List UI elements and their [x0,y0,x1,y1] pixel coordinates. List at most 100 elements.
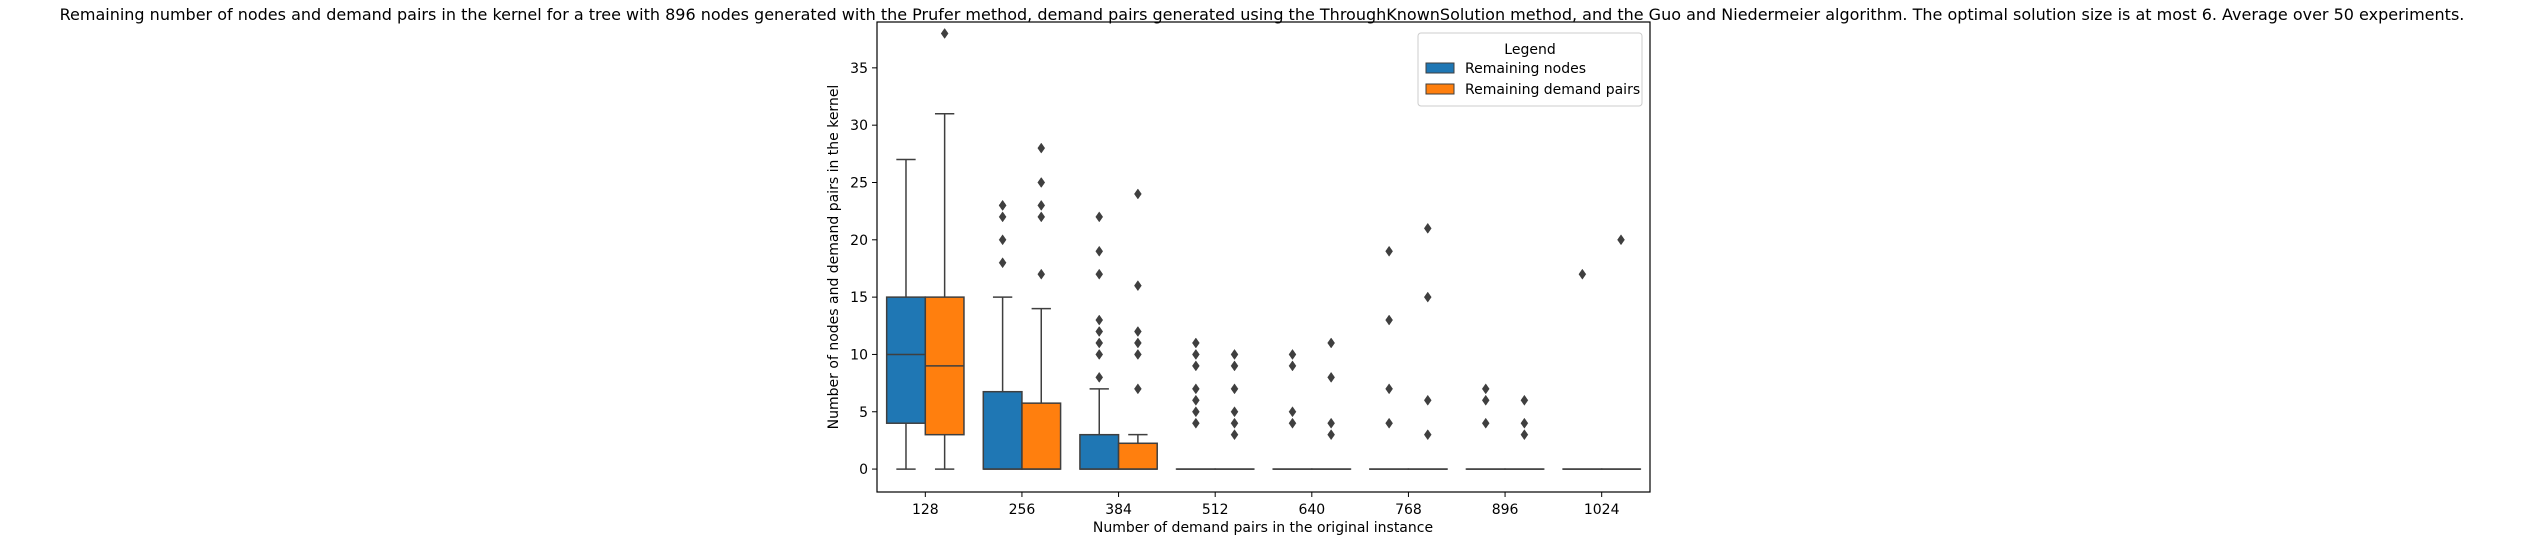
outlier-point [1037,268,1046,280]
outlier-point [1192,360,1200,372]
outlier-point [1520,394,1529,406]
outlier-point [1385,314,1393,326]
x-tick-label: 128 [912,502,939,518]
outlier-point [1192,349,1200,360]
outlier-point [1288,360,1297,372]
outlier-point [1423,291,1432,303]
outlier-point [1230,406,1239,418]
outlier-point [1230,349,1239,360]
box-group [1465,383,1506,470]
outlier-point [1481,394,1490,406]
outlier-point [1134,349,1142,360]
outlier-point [1230,429,1239,441]
outlier-point [1095,211,1104,223]
y-tick-label: 10 [850,347,868,363]
outlier-point [1327,371,1335,383]
outlier-point [1095,314,1104,326]
outlier-point [1423,394,1432,406]
x-tick-label: 512 [1202,502,1229,518]
x-tick-label: 896 [1492,502,1519,518]
outlier-point [1192,406,1200,418]
legend-label-nodes: Remaining nodes [1465,61,1586,77]
box [1079,433,1120,470]
outlier-point [1037,211,1046,223]
box-group [885,158,927,470]
box-group [1214,349,1255,470]
y-tick-label: 0 [859,462,868,478]
y-tick-label: 5 [859,405,868,421]
y-tick-label: 35 [850,61,868,77]
y-tick-label: 20 [850,233,868,249]
outlier-point [1288,417,1297,429]
outlier-point [1192,337,1200,349]
outlier-point [1095,245,1104,257]
outlier-point [1192,417,1200,429]
legend-label-demand-pairs: Remaining demand pairs [1465,82,1640,98]
y-tick-label: 30 [850,118,868,134]
outlier-point [1327,337,1335,349]
chart-title: Remaining number of nodes and demand pai… [60,5,2465,24]
box [885,296,927,424]
outlier-point [1385,245,1393,257]
legend: Legend Remaining nodes Remaining demand … [1417,32,1643,107]
outlier-point [998,257,1007,269]
outlier-point [1095,349,1104,360]
outlier-point [1481,383,1490,395]
outlier-point [998,199,1007,211]
outlier-point [1288,406,1297,418]
x-tick-label: 256 [1009,502,1036,518]
y-axis-label: Number of nodes and demand pairs in the … [826,85,842,430]
outlier-point [1037,199,1046,211]
outlier-point [1520,417,1529,429]
outlier-point [1423,429,1432,441]
outlier-point [1617,234,1625,246]
outlier-point [1520,429,1529,441]
x-tick-label: 640 [1298,502,1325,518]
legend-swatch-nodes [1425,62,1455,74]
box [1117,442,1158,470]
outlier-point [1095,337,1104,349]
box [1021,402,1062,470]
outlier-point [998,234,1007,246]
x-tick-label: 384 [1105,502,1132,518]
box-group [1117,188,1158,470]
legend-swatch-demand-pairs [1425,83,1455,95]
outlier-point [998,211,1007,223]
x-axis-label: Number of demand pairs in the original i… [1093,520,1433,536]
box-group [1021,142,1062,470]
outlier-point [940,28,949,39]
y-axis: 0 5 10 15 20 25 30 35 [850,61,877,478]
outlier-point [1481,417,1490,429]
y-tick-label: 25 [850,175,868,191]
outlier-point [1095,326,1104,337]
outlier-point [1327,417,1335,429]
box-plot-marks [885,28,1642,470]
outlier-point [1134,280,1142,292]
x-axis: 128 256 384 512 640 768 896 1024 [912,492,1620,518]
outlier-point [1134,326,1142,337]
outlier-point [1230,417,1239,429]
outlier-point [1385,417,1393,429]
outlier-point [1037,142,1046,154]
x-tick-label: 768 [1395,502,1422,518]
legend-frame [1417,32,1643,107]
plot-area [876,21,1651,493]
box-group [1407,222,1448,470]
box-group [1600,234,1642,470]
outlier-point [1134,383,1142,395]
outlier-point [1037,177,1046,188]
outlier-point [1578,268,1587,280]
box-group [1311,337,1352,470]
outlier-point [1134,337,1142,349]
outlier-point [1095,268,1104,280]
outlier-point [1192,394,1200,406]
box-group [924,28,965,470]
box-group [1079,211,1120,470]
y-tick-label: 15 [850,290,868,306]
legend-title: Legend [1504,42,1555,58]
outlier-point [1192,383,1200,395]
box [982,390,1023,470]
outlier-point [1230,360,1239,372]
